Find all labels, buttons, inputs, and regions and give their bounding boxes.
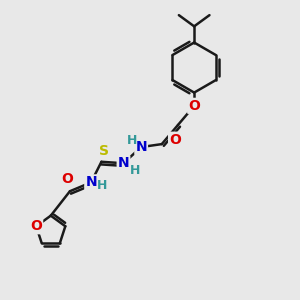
Text: H: H xyxy=(97,179,107,192)
Text: N: N xyxy=(135,140,147,154)
Text: N: N xyxy=(85,176,97,189)
Text: O: O xyxy=(30,219,42,233)
Text: S: S xyxy=(99,144,110,158)
Text: H: H xyxy=(127,134,137,147)
Text: O: O xyxy=(188,99,200,113)
Text: O: O xyxy=(169,133,181,147)
Text: N: N xyxy=(118,156,129,170)
Text: O: O xyxy=(61,172,73,186)
Text: H: H xyxy=(130,164,140,177)
